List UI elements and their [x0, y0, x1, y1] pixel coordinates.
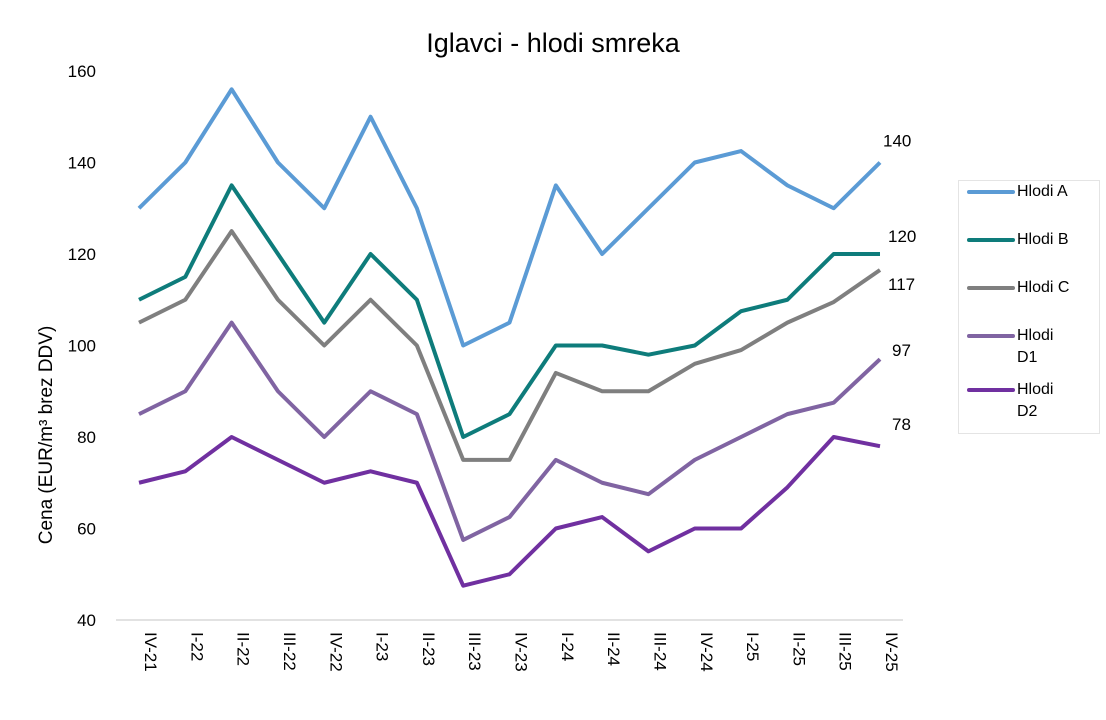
data-label: 140 [883, 132, 911, 151]
legend-label: Hlodi C [1017, 279, 1070, 296]
x-tick-label: IV-23 [512, 632, 531, 672]
x-tick-label: III-23 [465, 632, 484, 671]
x-tick-label: I-25 [743, 632, 762, 661]
legend-swatch [967, 286, 1015, 290]
x-tick-label: II-22 [234, 632, 253, 666]
y-axis-label: Cena (EUR/m³ brez DDV) [36, 326, 57, 545]
legend-swatch [967, 190, 1015, 194]
legend-swatch [967, 334, 1015, 338]
y-tick-label: 120 [68, 245, 96, 264]
y-tick-label: 80 [77, 428, 96, 447]
x-tick-label: II-24 [604, 632, 623, 666]
y-tick-label: 60 [77, 520, 96, 539]
x-tick-label: I-23 [373, 632, 392, 661]
legend-item: Hlodi C [967, 277, 1075, 299]
x-tick-label: III-22 [280, 632, 299, 671]
y-tick-label: 160 [68, 62, 96, 81]
legend-swatch [967, 388, 1015, 392]
series-line-hlodi-b [138, 183, 880, 439]
legend-item: Hlodi D1 [967, 325, 1075, 369]
legend: Hlodi A Hlodi B Hlodi C Hlodi D1 Hlodi D2 [958, 180, 1100, 434]
x-tick-label: III-24 [650, 632, 669, 671]
y-tick-label: 40 [77, 611, 96, 630]
x-tick-label: II-23 [419, 632, 438, 666]
data-label: 117 [888, 275, 915, 294]
series-line-hlodi-c [138, 229, 882, 462]
series-line-hlodi-a [137, 87, 882, 348]
x-tick-label: I-22 [187, 632, 206, 661]
chart-title: Iglavci - hlodi smreka [426, 28, 681, 58]
x-tick-label: III-25 [836, 632, 855, 671]
legend-item: Hlodi B [967, 229, 1075, 251]
series-line-hlodi-d1 [138, 320, 882, 542]
x-tick-label: I-24 [558, 632, 577, 661]
y-tick-label: 140 [68, 154, 96, 173]
legend-label: Hlodi A [1017, 183, 1068, 200]
x-tick-label: IV-21 [141, 632, 160, 672]
legend-label: Hlodi D2 [1017, 381, 1054, 420]
legend-item: Hlodi D2 [967, 379, 1075, 423]
legend-item: Hlodi A [967, 181, 1075, 203]
legend-swatch [967, 238, 1015, 242]
x-tick-label: IV-24 [697, 632, 716, 672]
x-tick-label: IV-25 [882, 632, 901, 672]
legend-label: Hlodi D1 [1017, 327, 1054, 366]
x-tick-label: IV-22 [326, 632, 345, 672]
legend-label: Hlodi B [1017, 231, 1069, 248]
x-tick-label: II-25 [789, 632, 808, 666]
y-tick-label: 100 [68, 337, 96, 356]
data-label: 97 [892, 341, 911, 360]
data-label: 120 [888, 227, 916, 246]
data-label: 78 [892, 415, 911, 434]
